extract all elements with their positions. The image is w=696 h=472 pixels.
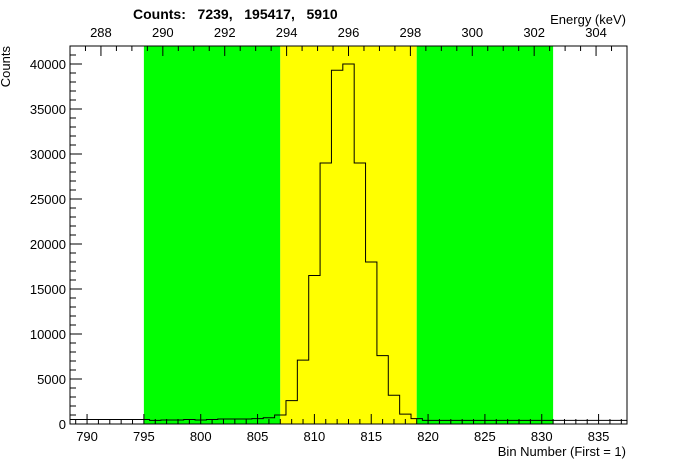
y-tick-label: 15000 [30,282,66,297]
x2-tick-label: 294 [276,25,298,40]
y-tick-label: 20000 [30,237,66,252]
y-tick-label: 10000 [30,327,66,342]
x2-tick-label: 296 [338,25,360,40]
y-axis-label: Counts [0,46,13,88]
chart-title: Counts: 7239, 195417, 5910 [133,6,338,22]
x-tick-label: 815 [360,429,382,444]
x-tick-label: 790 [76,429,98,444]
y-tick-label: 5000 [37,372,66,387]
x-tick-label: 830 [531,429,553,444]
x-tick-label: 820 [417,429,439,444]
y-axis: 0 5000 10000 15000 20000 25000 30000 35000 40000 [30,45,82,432]
x2-tick-label: 290 [152,25,174,40]
x2-tick-label: 292 [214,25,236,40]
x2-tick-label: 298 [400,25,422,40]
x-axis: 790 795 800 805 810 815 820 825 830 835 [75,414,622,444]
region-layer [143,46,554,424]
top-axis-label: Energy (keV) [550,12,626,27]
histogram-layer [70,63,627,421]
y-tick-label: 0 [59,417,66,432]
x-tick-label: 795 [133,429,155,444]
y-tick-label: 40000 [30,57,66,72]
x-tick-label: 825 [474,429,496,444]
x-tick-label: 800 [190,429,212,444]
x2-tick-label: 288 [90,25,112,40]
y-tick-label: 25000 [30,192,66,207]
x-tick-label: 835 [588,429,610,444]
x-axis-label: Bin Number (First = 1) [498,444,626,459]
region-left-background [143,46,281,424]
y-tick-label: 30000 [30,147,66,162]
x-tick-label: 810 [304,429,326,444]
top-energy-axis: 288 290 292 294 296 298 300 302 304 [84,25,628,56]
region-peak [280,46,417,424]
region-right-background [416,46,554,424]
y-tick-label: 35000 [30,102,66,117]
x2-tick-label: 304 [585,25,607,40]
x2-tick-label: 302 [523,25,545,40]
x-tick-label: 805 [247,429,269,444]
x2-tick-label: 300 [461,25,483,40]
histogram-line [70,63,627,421]
